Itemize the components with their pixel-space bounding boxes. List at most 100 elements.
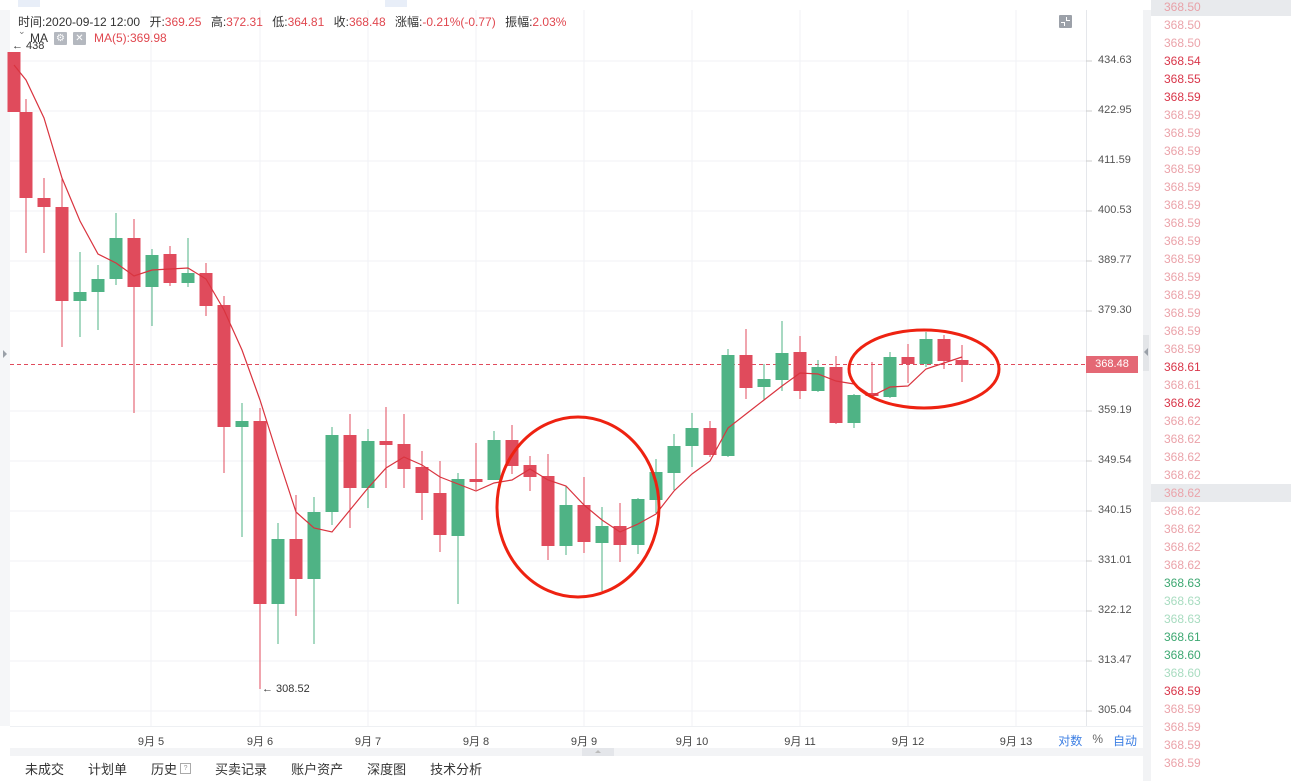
time-axis: 9月 5 9月 6 9月 7 9月 8 9月 9 9月 10 9月 11 9月 12 9月 13… (10, 726, 1143, 749)
candle-body (811, 367, 825, 391)
ma5-line (13, 64, 963, 533)
candle-body (271, 539, 285, 604)
trade-row: 368.62 (1151, 484, 1291, 502)
fullscreen-icon[interactable] (1059, 15, 1072, 28)
trade-row: 368.59 (1164, 270, 1201, 284)
x-tick-label: 9月 7 (354, 736, 382, 748)
candle-body (73, 292, 87, 301)
bottom-tab[interactable]: 历史? (151, 759, 192, 778)
close-icon[interactable]: ✕ (73, 31, 86, 45)
trade-row: 368.59 (1164, 342, 1201, 356)
y-tick-label: 359.19 (1098, 404, 1132, 416)
candle-body (145, 255, 159, 287)
trade-row: 368.62 (1164, 396, 1201, 410)
candle-body (91, 279, 105, 292)
low-label: 低: (272, 15, 288, 29)
candle-body (487, 440, 501, 480)
bottom-tab[interactable]: 计划单 (88, 759, 127, 778)
trade-row: 368.63 (1164, 612, 1201, 626)
trade-row: 368.62 (1164, 558, 1201, 572)
trade-row: 368.61 (1164, 360, 1201, 374)
candle-body (595, 526, 609, 543)
candle-body (37, 198, 51, 207)
candle-body (217, 305, 231, 427)
left-collapse-strip[interactable] (0, 10, 10, 726)
trade-row: 368.59 (1164, 702, 1201, 716)
time-value: 2020-09-12 12:00 (45, 15, 141, 29)
trade-row: 368.59 (1164, 234, 1201, 248)
trade-row: 368.59 (1164, 90, 1201, 104)
time-label: 时间: (18, 15, 46, 29)
trade-row: 368.59 (1164, 684, 1201, 698)
gear-icon[interactable]: ⚙ (54, 31, 67, 45)
bottom-tab[interactable]: 未成交 (25, 759, 64, 778)
bottom-tab[interactable]: 账户资产 (291, 759, 343, 778)
trade-row: 368.62 (1164, 468, 1201, 482)
candle-body (361, 441, 375, 488)
trade-row: 368.62 (1164, 540, 1201, 554)
candle-body (703, 428, 717, 455)
trade-row: 368.62 (1164, 504, 1201, 518)
trade-row: 368.61 (1164, 378, 1201, 392)
log-scale-toggle[interactable]: 对数 (1058, 734, 1083, 748)
tab-hint[interactable] (18, 0, 40, 7)
ma5-value: MA(5):369.98 (94, 31, 167, 45)
scroll-thumb[interactable] (582, 748, 614, 756)
candle-body (19, 112, 33, 198)
bottom-tab[interactable]: 技术分析 (430, 759, 482, 778)
trade-row: 368.59 (1164, 306, 1201, 320)
bottom-tab[interactable]: 深度图 (367, 759, 406, 778)
trade-row: 368.59 (1164, 738, 1201, 752)
trade-row: 368.62 (1164, 432, 1201, 446)
candle-body (721, 355, 735, 456)
bottom-tab-label: 历史 (151, 762, 178, 777)
help-icon[interactable]: ? (180, 763, 192, 774)
trade-row: 368.50 (1151, 0, 1291, 16)
min-price-marker: ← 308.52 (262, 683, 310, 695)
amplitude-value: 2.03% (532, 15, 567, 29)
panel-splitter[interactable] (1143, 10, 1151, 781)
trade-row: 368.59 (1164, 180, 1201, 194)
trade-row: 368.59 (1164, 126, 1201, 140)
bottom-tab-label: 账户资产 (291, 762, 344, 777)
percent-scale-toggle[interactable]: % (1092, 732, 1103, 746)
candle-body (325, 435, 339, 512)
candle-body (289, 539, 303, 579)
chart-scrollbar[interactable] (10, 748, 1143, 756)
x-tick-label: 9月 12 (891, 736, 925, 748)
tab-hint[interactable] (385, 0, 407, 7)
bottom-tab-label: 计划单 (88, 762, 128, 777)
candlestick-chart[interactable] (0, 0, 1143, 726)
y-tick-label: 379.30 (1098, 304, 1132, 316)
trade-row: 368.59 (1164, 720, 1201, 734)
y-tick-label: 305.04 (1098, 704, 1132, 716)
low-value: 364.81 (287, 15, 325, 29)
x-tick-label: 9月 10 (675, 736, 709, 748)
y-tick-label: 422.95 (1098, 104, 1132, 116)
candle-body (235, 421, 249, 427)
y-tick-label: 411.59 (1098, 154, 1131, 166)
amplitude-label: 振幅: (505, 15, 533, 29)
change-label: 涨幅: (395, 15, 423, 29)
collapse-left-icon[interactable] (1144, 348, 1148, 356)
expand-left-icon[interactable] (3, 350, 7, 358)
candle-body (865, 393, 879, 396)
candle-body (343, 435, 357, 488)
auto-scale-toggle[interactable]: 自动 (1112, 734, 1137, 748)
x-tick-label: 9月 5 (137, 736, 165, 748)
kline-chart-area[interactable] (10, 10, 1086, 726)
trade-row: 368.59 (1164, 144, 1201, 158)
y-tick-label: 349.54 (1098, 454, 1132, 466)
trade-row: 368.60 (1164, 648, 1201, 662)
trade-row: 368.50 (1164, 36, 1201, 50)
candle-body (829, 367, 843, 423)
candle-body (793, 352, 807, 391)
trade-row: 368.63 (1164, 594, 1201, 608)
annotation-circle (847, 328, 1001, 410)
bottom-tab-label: 买卖记录 (215, 762, 268, 777)
bottom-tab[interactable]: 买卖记录 (215, 759, 267, 778)
candle-body (199, 273, 213, 306)
trade-row: 368.59 (1164, 756, 1201, 770)
trade-row: 368.50 (1164, 18, 1201, 32)
chevron-down-icon[interactable]: ⌄ (18, 26, 26, 36)
